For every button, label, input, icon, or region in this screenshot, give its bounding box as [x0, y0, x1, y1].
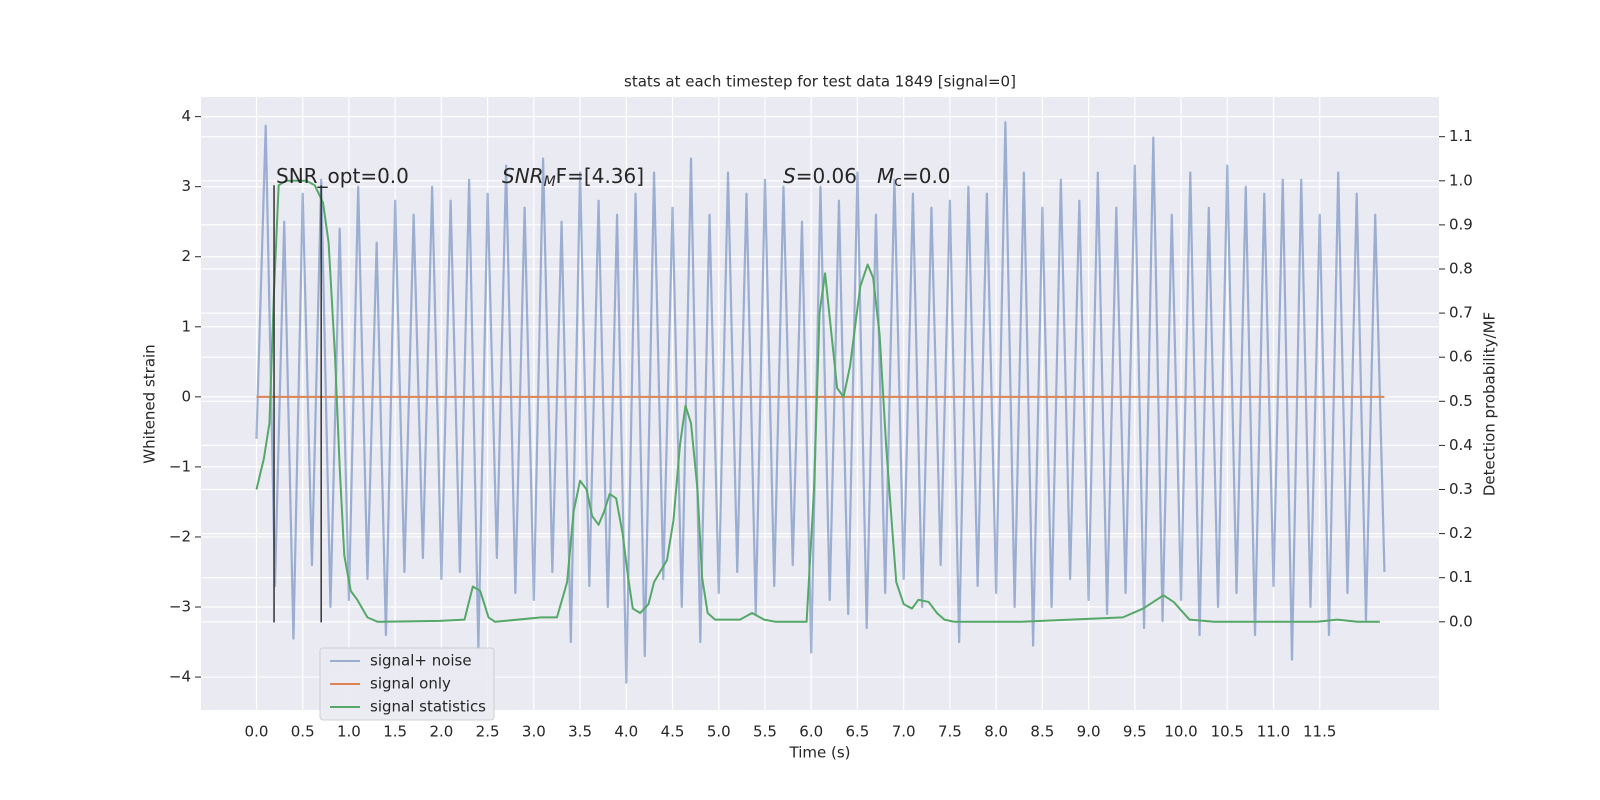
x-axis-label: Time (s)	[789, 744, 851, 762]
x-tick-label: 3.0	[522, 723, 546, 741]
y-tick-label: 0	[181, 387, 191, 405]
y-tick-label: −1	[169, 457, 191, 475]
x-tick-label: 9.0	[1077, 723, 1101, 741]
legend-box	[319, 647, 495, 721]
y2-tick-label: 0.2	[1449, 524, 1473, 542]
x-tick-label: 11.0	[1257, 723, 1290, 741]
x-tick-label: 10.5	[1211, 723, 1244, 741]
y-tick-label: 3	[181, 177, 191, 195]
annotation: S=0.06	[783, 164, 857, 188]
annotation: SNR_opt=0.0	[276, 164, 409, 188]
annotation-text: =0.0	[902, 164, 951, 188]
y-tick-label: −3	[169, 598, 191, 616]
series-line	[255, 121, 1386, 684]
x-tick-label: 11.5	[1303, 723, 1336, 741]
x-tick-label: 8.5	[1030, 723, 1054, 741]
y-tick-label: 4	[181, 107, 191, 125]
annotation-text: SNR_opt=0.0	[276, 164, 409, 188]
legend: signal+ noise signal only signal statistic…	[319, 647, 495, 721]
x-tick-label: 4.0	[614, 723, 638, 741]
legend-label: signal+ noise	[370, 652, 472, 670]
y-axis-label: Whitened strain	[141, 344, 159, 463]
annotation-text: F=[4.36]	[556, 164, 644, 188]
y-tick-label: 2	[181, 247, 191, 265]
y2-tick-label: 0.5	[1449, 392, 1473, 410]
y2-tick-label: 1.0	[1449, 171, 1473, 189]
y2-tick-label: 1.1	[1449, 127, 1473, 145]
annotation-text: =0.06	[796, 164, 857, 188]
y2-tick-label: 0.0	[1449, 612, 1473, 630]
y2-axis-label: Detection probability/MF	[1481, 312, 1499, 496]
annotation-text: SNR	[502, 164, 544, 188]
y2-tick-label: 0.1	[1449, 568, 1473, 586]
legend-label: signal only	[370, 675, 451, 693]
series-line	[255, 179, 1380, 623]
x-tick-label: 0.5	[291, 723, 315, 741]
y2-tick-label: 0.9	[1449, 215, 1473, 233]
annotation: SNRMF=[4.36]	[502, 164, 644, 191]
y2-tick-label: 0.8	[1449, 259, 1473, 277]
x-tick-label: 1.0	[337, 723, 361, 741]
y-tick-label: 1	[181, 317, 191, 335]
y-tick-label: −2	[169, 527, 191, 545]
x-tick-label: 7.5	[938, 723, 962, 741]
marks	[255, 121, 1386, 684]
x-tick-label: 5.5	[753, 723, 777, 741]
y2-tick-label: 0.3	[1449, 480, 1473, 498]
x-tick-label: 10.0	[1164, 723, 1197, 741]
annotation-subscript: M	[544, 174, 556, 190]
annotation-subscript: c	[894, 174, 902, 190]
x-tick-label: 1.5	[383, 723, 407, 741]
x-tick-label: 4.5	[661, 723, 685, 741]
legend-label: signal statistics	[370, 698, 486, 716]
x-tick-label: 3.5	[568, 723, 592, 741]
x-tick-label: 2.0	[429, 723, 453, 741]
x-tick-label: 8.0	[984, 723, 1008, 741]
x-tick-label: 9.5	[1123, 723, 1147, 741]
x-tick-label: 7.0	[892, 723, 916, 741]
y2-tick-label: 0.6	[1449, 348, 1473, 366]
grid	[201, 97, 1439, 710]
annotation-text: S	[783, 164, 796, 188]
x-tick-label: 2.5	[476, 723, 500, 741]
x-tick-label: 0.0	[245, 723, 269, 741]
annotation: Mc=0.0	[877, 164, 951, 191]
chart-title: stats at each timestep for test data 184…	[624, 73, 1016, 91]
x-tick-label: 6.5	[846, 723, 870, 741]
x-tick-label: 5.0	[707, 723, 731, 741]
annotation-text: M	[877, 164, 894, 188]
x-tick-label: 6.0	[799, 723, 823, 741]
y2-tick-label: 0.4	[1449, 436, 1473, 454]
y2-tick-label: 0.7	[1449, 304, 1473, 322]
y-tick-label: −4	[169, 668, 191, 686]
